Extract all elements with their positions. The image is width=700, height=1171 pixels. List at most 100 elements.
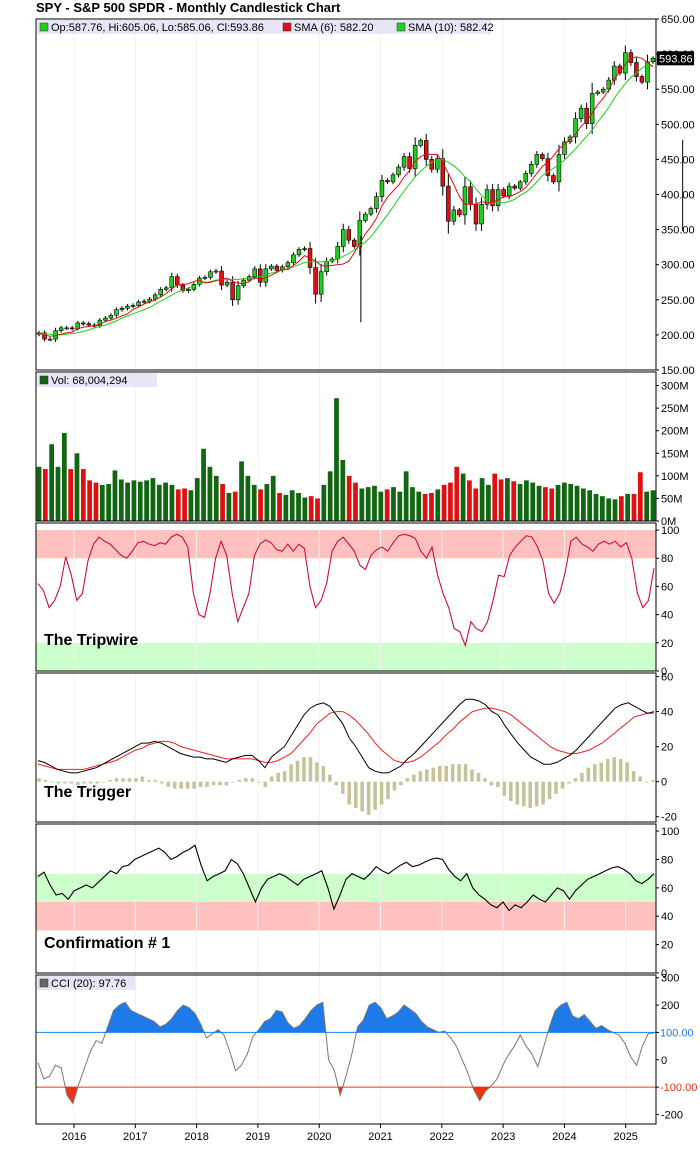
candle-body	[269, 265, 274, 270]
volume-bar	[194, 478, 200, 521]
y-tick-label: 100M	[661, 471, 689, 483]
histogram-bar	[573, 778, 578, 782]
volume-bar	[182, 488, 187, 521]
tripwire-label: The Tripwire	[44, 632, 138, 649]
candle-body	[175, 276, 180, 286]
volume-bar	[125, 482, 130, 521]
histogram-bar	[256, 781, 261, 783]
candle-body	[119, 307, 125, 310]
volume-bar	[201, 448, 206, 521]
cci-threshold-label: -100.00	[660, 1082, 697, 1094]
histogram-bar	[82, 781, 87, 784]
volume-bar	[106, 483, 112, 521]
candle-body	[540, 154, 545, 159]
candle-body	[302, 248, 307, 250]
volume-bar	[251, 484, 257, 521]
histogram-bar	[302, 757, 306, 782]
histogram-bar	[521, 781, 526, 807]
volume-bar	[378, 491, 384, 521]
y-tick-label: 150.00	[661, 365, 695, 377]
histogram-bar	[121, 778, 125, 782]
histogram-bar	[37, 778, 41, 782]
volume-bar	[511, 481, 517, 521]
x-tick-label: 2023	[491, 1131, 515, 1143]
price-panel: 650.00600.00550.00500.00450.00400.00350.…	[36, 14, 695, 377]
histogram-bar	[425, 769, 429, 782]
histogram-bar	[231, 781, 235, 783]
tripwire-zone	[36, 642, 656, 671]
histogram-bar	[347, 781, 352, 805]
histogram-bar	[328, 774, 332, 782]
histogram-bar	[321, 765, 326, 782]
histogram-bar	[515, 781, 520, 805]
histogram-bar	[127, 778, 132, 782]
histogram-bar	[651, 779, 655, 782]
y-tick-label: 20	[661, 638, 673, 650]
volume-bar	[68, 469, 74, 521]
x-tick-label: 2024	[552, 1131, 576, 1143]
x-tick-label: 2016	[62, 1131, 86, 1143]
candle-body	[479, 204, 484, 225]
confirmation-frame	[35, 823, 657, 974]
volume-bar	[568, 483, 574, 521]
histogram-bar	[185, 781, 190, 789]
candle-body	[368, 208, 374, 215]
x-tick-label: 2025	[613, 1131, 637, 1143]
cci-swatch	[39, 978, 49, 988]
tripwire-zone	[36, 530, 656, 559]
candle-body	[639, 76, 645, 83]
candle-body	[506, 185, 512, 197]
histogram-bar	[282, 771, 287, 782]
volume-bar	[175, 489, 181, 521]
candle-body	[169, 276, 174, 289]
candle-body	[457, 209, 462, 216]
cci-panel: 300 200 0 -200 100.00 -100.00 CCI (20): 97.76	[36, 973, 697, 1124]
candle-body	[589, 93, 595, 124]
y-tick-label: 80	[661, 854, 673, 866]
candle-body	[152, 294, 158, 300]
candle-body	[484, 189, 490, 205]
histogram-bar	[263, 781, 267, 787]
candle-body	[374, 196, 379, 209]
x-axis: 2016 2017 2018 2019 2020 2021 2022 2023 2024 2025	[62, 1124, 638, 1143]
candle-body	[423, 140, 429, 160]
histogram-bar	[605, 758, 610, 782]
candle-body	[473, 204, 479, 225]
candle-body	[556, 154, 562, 183]
candle-body	[263, 268, 269, 283]
volume-bar	[42, 469, 48, 521]
y-tick-label: -20	[661, 812, 677, 824]
volume-bar	[555, 484, 561, 521]
candle-body	[42, 332, 47, 340]
cci-threshold-label: 100.00	[660, 1027, 694, 1039]
volume-bar	[258, 489, 263, 521]
candle-body	[213, 270, 219, 273]
candle-body	[390, 174, 396, 183]
y-tick-label: 200.00	[661, 330, 695, 342]
volume-bar	[397, 491, 403, 521]
x-tick-label: 2018	[184, 1131, 208, 1143]
candle-body	[518, 181, 523, 189]
y-tick-label: 650.00	[661, 14, 695, 26]
candle-body	[114, 309, 119, 316]
volume-bar	[359, 488, 365, 521]
candle-body	[573, 118, 578, 138]
cci-line	[37, 1001, 655, 1105]
volume-bar	[524, 480, 529, 521]
y-tick-label: 350.00	[661, 225, 695, 237]
histogram-bar	[140, 776, 145, 782]
histogram-bar	[444, 765, 448, 782]
last-price-box	[657, 51, 694, 66]
y-tick-label: 0	[661, 666, 667, 678]
volume-bar	[372, 485, 377, 521]
volume-bar	[530, 482, 536, 521]
candle-body	[545, 158, 551, 176]
candle-body	[418, 140, 423, 146]
candle-body	[252, 268, 257, 277]
volume-bar	[55, 466, 61, 521]
volume-bar	[637, 472, 643, 521]
candle-body	[230, 281, 235, 301]
volume-bar	[606, 498, 612, 521]
